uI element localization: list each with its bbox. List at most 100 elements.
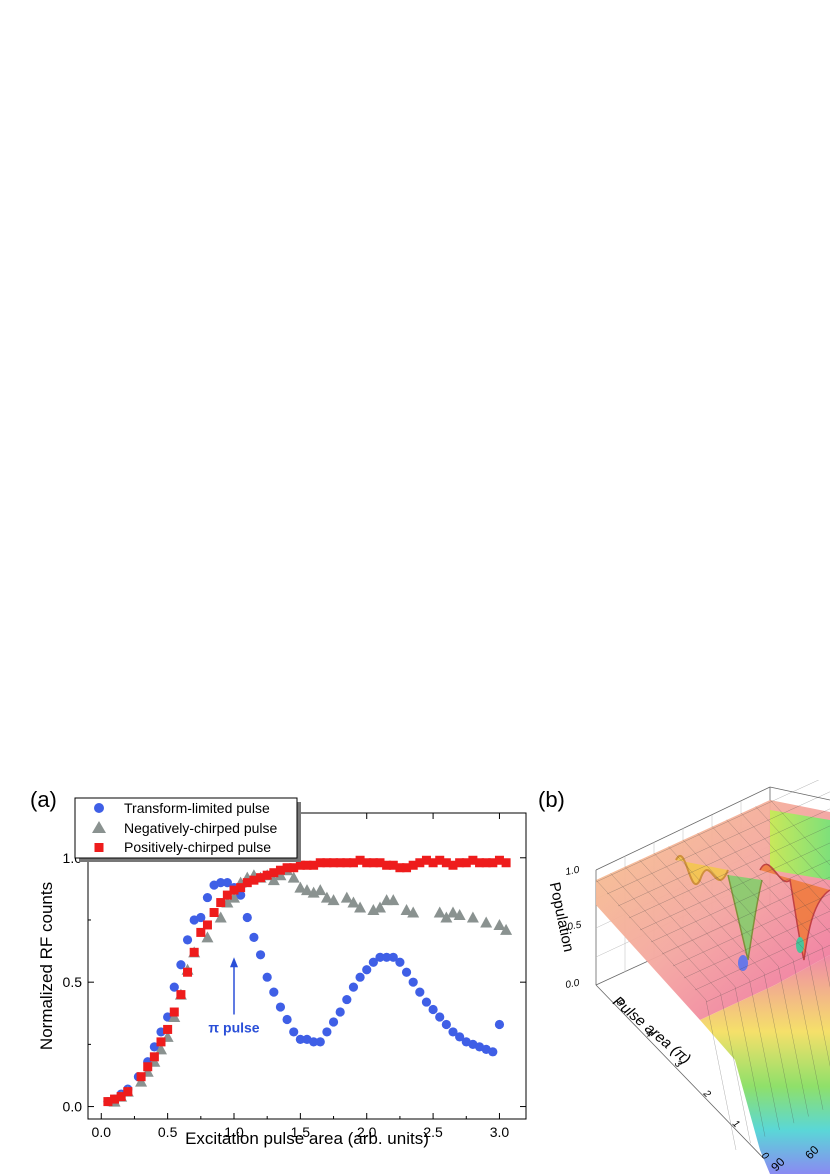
point-positively-chirped	[315, 858, 325, 868]
point-negatively-chirped	[400, 904, 413, 916]
point-negatively-chirped	[387, 894, 400, 906]
point-positively-chirped	[441, 858, 451, 868]
point-positively-chirped	[501, 858, 511, 868]
z-tick-2: 1.0	[565, 865, 581, 878]
point-negatively-chirped	[294, 881, 307, 893]
point-transform-limited	[362, 965, 372, 975]
pi-pulse-arrowhead	[230, 957, 238, 968]
mesh-line	[639, 859, 780, 1130]
point-positively-chirped	[402, 863, 412, 873]
point-positively-chirped	[176, 990, 186, 1000]
point-transform-limited	[488, 1047, 498, 1057]
data-markers	[103, 855, 513, 1107]
point-positively-chirped	[229, 885, 239, 895]
mesh-line	[726, 819, 830, 933]
point-positively-chirped	[435, 855, 445, 865]
mesh-line	[595, 879, 737, 1151]
x-tick-label: 0.5	[158, 1124, 178, 1140]
point-transform-limited	[249, 932, 259, 942]
point-positively-chirped	[123, 1087, 133, 1097]
point-transform-limited	[242, 912, 252, 923]
point-positively-chirped	[216, 898, 226, 908]
point-negatively-chirped	[433, 906, 446, 918]
point-negatively-chirped	[287, 871, 300, 883]
surface-mesh	[595, 780, 830, 1151]
point-negatively-chirped	[155, 1043, 167, 1055]
point-transform-limited	[441, 1019, 451, 1030]
point-transform-limited	[428, 1004, 438, 1015]
point-positively-chirped	[143, 1062, 153, 1072]
point-transform-limited	[322, 1027, 332, 1037]
x-tick-label: 0.0	[92, 1124, 112, 1140]
point-transform-limited	[348, 982, 359, 992]
point-positively-chirped	[242, 878, 252, 888]
point-transform-limited	[388, 952, 398, 962]
point-positively-chirped	[156, 1037, 166, 1047]
y-axis-title: Normalized RF counts	[37, 882, 56, 1050]
mesh-line	[682, 839, 824, 1110]
point-negatively-chirped	[320, 891, 333, 903]
point-positively-chirped	[116, 1092, 126, 1102]
mesh-line	[639, 842, 830, 931]
panel-b-label: (b)	[538, 787, 565, 812]
legend-marker-negatively-chirped	[92, 821, 106, 833]
point-positively-chirped	[395, 863, 405, 873]
z-tick-1: 0.5	[567, 920, 583, 933]
point-transform-limited	[328, 1017, 339, 1027]
point-negatively-chirped	[301, 884, 313, 896]
x-tick-label: 1.5	[291, 1124, 311, 1140]
point-transform-limited	[415, 987, 425, 997]
point-positively-chirped	[149, 1052, 159, 1062]
point-transform-limited	[289, 1027, 299, 1037]
point-transform-limited	[315, 1037, 325, 1047]
legend: Transform-limited pulse Negatively-chirp…	[74, 797, 301, 862]
point-negatively-chirped	[347, 896, 360, 908]
point-positively-chirped	[375, 858, 385, 868]
point-positively-chirped	[342, 858, 352, 868]
point-negatively-chirped	[327, 894, 340, 906]
point-positively-chirped	[202, 920, 212, 930]
surface-drop	[700, 955, 830, 1174]
point-transform-limited	[269, 987, 279, 997]
point-positively-chirped	[189, 947, 199, 957]
point-negatively-chirped	[340, 891, 353, 903]
point-negatively-chirped	[466, 911, 479, 923]
point-positively-chirped	[335, 858, 345, 868]
point-transform-limited	[216, 878, 226, 888]
point-transform-limited	[342, 994, 352, 1005]
point-negatively-chirped	[447, 906, 459, 918]
point-negatively-chirped	[480, 916, 493, 928]
point-positively-chirped	[494, 855, 504, 865]
y-tick-label: 0.0	[63, 1099, 83, 1115]
point-transform-limited	[355, 972, 365, 982]
point-negatively-chirped	[374, 901, 386, 913]
point-transform-limited	[448, 1027, 458, 1037]
point-positively-chirped	[269, 868, 279, 878]
point-positively-chirped	[488, 858, 498, 868]
pi-pulse-annotation: π pulse	[208, 957, 260, 1036]
mesh-line	[705, 944, 830, 1003]
point-positively-chirped	[309, 860, 319, 870]
point-positively-chirped	[262, 870, 272, 880]
legend-label-negatively-chirped: Negatively-chirped pulse	[124, 820, 278, 836]
point-positively-chirped	[169, 1007, 179, 1017]
point-positively-chirped	[295, 860, 305, 870]
point-transform-limited	[262, 972, 272, 982]
point-transform-limited	[401, 967, 412, 977]
point-negatively-chirped	[354, 901, 367, 913]
mesh-line	[668, 846, 809, 1117]
point-positively-chirped	[382, 860, 392, 870]
point-negatively-chirped	[228, 891, 240, 903]
point-transform-limited	[182, 935, 193, 945]
z-tick-0: 0.0	[565, 978, 581, 991]
point-positively-chirped	[461, 858, 471, 868]
point-negatively-chirped	[493, 918, 506, 930]
point-transform-limited	[375, 952, 385, 962]
point-negatively-chirped	[214, 911, 227, 923]
point-transform-limited	[494, 1019, 505, 1030]
x-tick-label: 1.0	[224, 1124, 244, 1140]
point-negatively-chirped	[407, 906, 420, 918]
mesh-line	[694, 927, 830, 991]
point-positively-chirped	[322, 858, 332, 868]
mesh-line	[755, 806, 830, 888]
